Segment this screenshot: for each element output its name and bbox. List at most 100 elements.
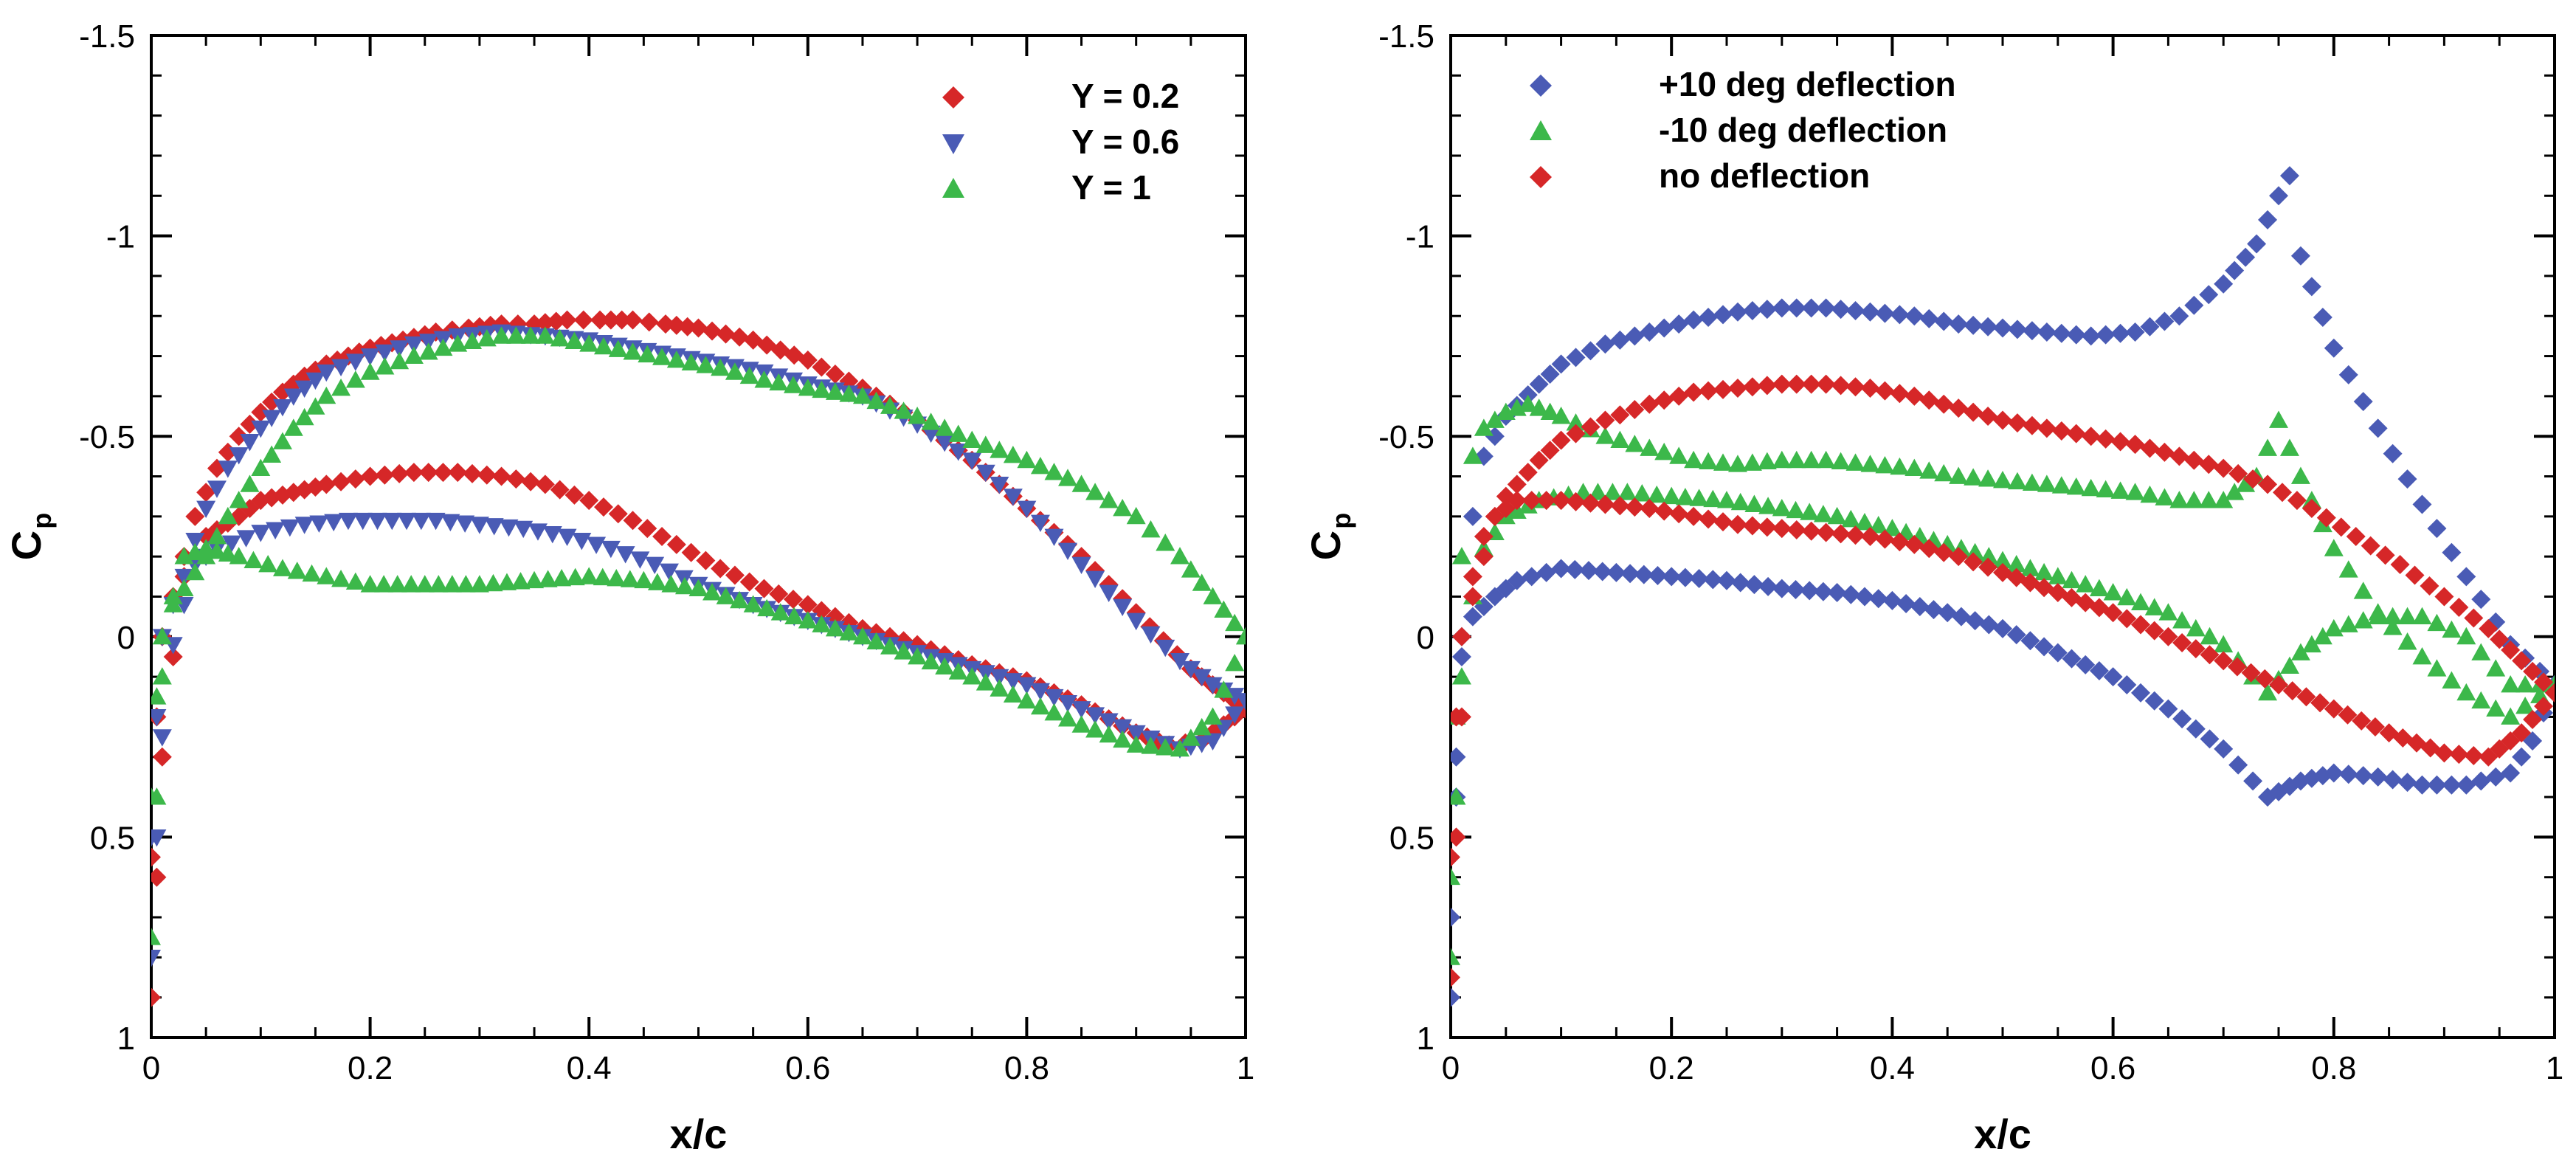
data-point (1044, 703, 1064, 721)
data-point (2471, 691, 2491, 709)
data-point (2434, 743, 2454, 763)
data-point (1030, 456, 1050, 474)
data-point (2501, 674, 2521, 693)
data-point (1801, 298, 1821, 318)
data-point (2353, 582, 2373, 599)
data-point (798, 350, 818, 370)
data-point (1058, 542, 1078, 561)
data-point (935, 657, 955, 674)
data-point (612, 310, 632, 330)
data-point (2512, 651, 2532, 671)
data-point (2324, 539, 2344, 556)
data-point (1085, 707, 1105, 725)
data-point (1699, 452, 1719, 470)
data-point (1669, 386, 1689, 406)
data-point (2383, 444, 2403, 463)
data-point (1949, 466, 1969, 484)
data-point (921, 652, 941, 670)
data-point (345, 572, 365, 590)
data-point (2089, 660, 2109, 680)
data-point (2247, 234, 2267, 254)
data-point (229, 547, 249, 565)
data-point (456, 575, 476, 593)
data-point (730, 327, 750, 347)
data-point (2236, 474, 2256, 492)
data-point (2037, 418, 2057, 438)
data-point (1654, 501, 1674, 521)
data-point (1451, 646, 1471, 666)
data-point (1896, 593, 1916, 613)
data-point (2258, 438, 2278, 456)
data-point (948, 662, 968, 680)
data-point (1801, 374, 1821, 394)
data-point (1841, 509, 1861, 528)
data-point (2287, 491, 2307, 511)
data-point (1813, 505, 1833, 522)
data-point (2007, 472, 2027, 490)
data-point (1786, 520, 1806, 539)
data-point (1964, 468, 1983, 486)
data-point (1934, 394, 1954, 414)
data-point (1934, 311, 1954, 331)
y-tick-label: -1.5 (79, 18, 135, 55)
data-point (2066, 424, 2086, 444)
data-point (2241, 663, 2261, 683)
data-point (2243, 771, 2263, 791)
data-point (1640, 322, 1660, 342)
legend-marker (1530, 120, 1552, 140)
data-point (1786, 374, 1806, 394)
data-point (638, 345, 657, 363)
data-point (1030, 697, 1050, 715)
data-point (2397, 632, 2417, 650)
data-point (1126, 612, 1146, 631)
x-tick-label: 0.8 (2311, 1050, 2356, 1086)
data-point (1451, 747, 1466, 767)
data-point (1536, 562, 1556, 582)
data-point (525, 570, 545, 589)
data-point (1071, 701, 1091, 719)
data-point (2169, 491, 2189, 508)
data-point (1772, 298, 1792, 318)
data-point (2486, 659, 2506, 677)
data-point (151, 987, 161, 1007)
data-point (638, 519, 657, 539)
data-point (681, 353, 701, 371)
data-point (1875, 529, 1895, 549)
data-point (1071, 474, 1091, 492)
data-point (757, 598, 777, 617)
data-point (1071, 715, 1091, 733)
data-point (2199, 491, 2219, 508)
legend-label: Y = 0.2 (1071, 77, 1179, 115)
data-point (1684, 310, 1704, 330)
data-point (2110, 432, 2130, 452)
data-point (1684, 382, 1704, 402)
data-point (1030, 683, 1050, 701)
data-point (1640, 394, 1660, 414)
data-point (2368, 607, 2388, 625)
data-point (1214, 680, 1234, 698)
data-point (331, 359, 351, 377)
data-point (1451, 948, 1460, 965)
y-tick-label: 1 (1417, 1021, 1434, 1057)
data-point (521, 472, 541, 491)
data-point (2464, 608, 2484, 628)
data-point (1099, 491, 1119, 508)
data-point (894, 401, 914, 419)
y-tick-label: 0 (1417, 620, 1434, 656)
data-point (1606, 562, 1626, 582)
data-point (152, 729, 172, 747)
data-point (221, 535, 241, 553)
data-point (634, 570, 654, 589)
data-point (1192, 573, 1212, 591)
data-point (2501, 763, 2521, 783)
data-point (593, 497, 613, 517)
data-point (2316, 508, 2336, 528)
data-point (2523, 710, 2543, 730)
data-point (1610, 430, 1630, 449)
data-point (374, 575, 394, 593)
data-point (491, 326, 511, 344)
data-point (623, 342, 643, 360)
data-point (608, 504, 628, 524)
data-point (2383, 770, 2403, 790)
data-point (1625, 497, 1645, 517)
